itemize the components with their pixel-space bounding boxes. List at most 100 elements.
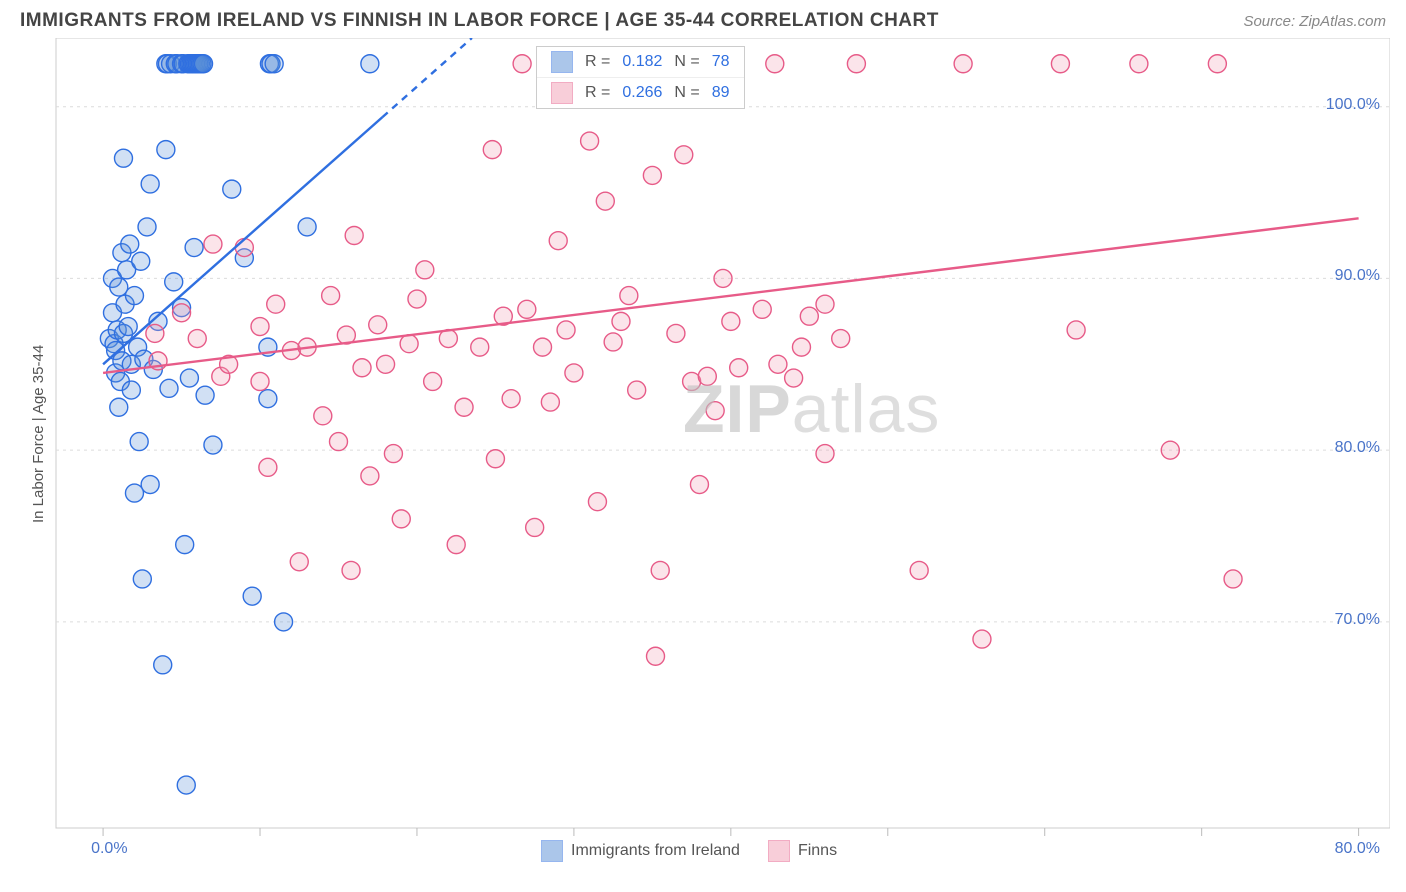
data-point-finns: [698, 367, 716, 385]
data-point-finns: [541, 393, 559, 411]
y-tick-label: 70.0%: [1335, 611, 1380, 629]
source-label: Source: ZipAtlas.com: [1243, 13, 1386, 30]
data-point-finns: [667, 324, 685, 342]
data-point-finns: [534, 338, 552, 356]
r-value: 0.182: [622, 53, 662, 71]
data-point-ireland: [110, 398, 128, 416]
correlation-scatter-chart: 70.0%80.0%90.0%100.0%0.0%80.0%In Labor F…: [16, 38, 1390, 868]
legend-row-finns: R =0.266N =89: [537, 78, 744, 108]
series-legend-item-ireland: Immigrants from Ireland: [541, 840, 740, 862]
data-point-finns: [612, 312, 630, 330]
n-label: N =: [674, 53, 699, 71]
data-point-finns: [1224, 570, 1242, 588]
data-point-finns: [518, 300, 536, 318]
data-point-finns: [565, 364, 583, 382]
y-tick-label: 80.0%: [1335, 439, 1380, 457]
data-point-finns: [1161, 441, 1179, 459]
data-point-finns: [173, 304, 191, 322]
r-label: R =: [585, 53, 610, 71]
data-point-finns: [816, 445, 834, 463]
data-point-finns: [549, 232, 567, 250]
data-point-finns: [400, 335, 418, 353]
data-point-finns: [235, 239, 253, 257]
data-point-ireland: [121, 235, 139, 253]
data-point-finns: [596, 192, 614, 210]
n-label: N =: [674, 84, 699, 102]
data-point-finns: [377, 355, 395, 373]
data-point-finns: [322, 287, 340, 305]
data-point-ireland: [195, 55, 213, 73]
data-point-finns: [1067, 321, 1085, 339]
data-point-ireland: [132, 252, 150, 270]
data-point-ireland: [176, 536, 194, 554]
data-point-finns: [251, 372, 269, 390]
data-point-finns: [730, 359, 748, 377]
data-point-finns: [800, 307, 818, 325]
data-point-ireland: [157, 141, 175, 159]
data-point-ireland: [180, 369, 198, 387]
legend-swatch: [551, 51, 573, 73]
data-point-finns: [769, 355, 787, 373]
data-point-ireland: [265, 55, 283, 73]
data-point-finns: [361, 467, 379, 485]
data-point-finns: [675, 146, 693, 164]
data-point-finns: [1208, 55, 1226, 73]
series-label: Immigrants from Ireland: [571, 842, 740, 860]
data-point-finns: [424, 372, 442, 390]
data-point-ireland: [160, 379, 178, 397]
data-point-finns: [816, 295, 834, 313]
data-point-finns: [408, 290, 426, 308]
data-point-finns: [792, 338, 810, 356]
data-point-ireland: [259, 390, 277, 408]
data-point-finns: [392, 510, 410, 528]
data-point-finns: [954, 55, 972, 73]
data-point-ireland: [185, 239, 203, 257]
data-point-finns: [513, 55, 531, 73]
data-point-ireland: [138, 218, 156, 236]
data-point-finns: [526, 518, 544, 536]
data-point-finns: [753, 300, 771, 318]
data-point-finns: [204, 235, 222, 253]
legend-swatch: [768, 840, 790, 862]
r-value: 0.266: [622, 84, 662, 102]
data-point-finns: [910, 561, 928, 579]
data-point-finns: [604, 333, 622, 351]
data-point-ireland: [361, 55, 379, 73]
data-point-finns: [251, 318, 269, 336]
data-point-finns: [706, 402, 724, 420]
data-point-finns: [651, 561, 669, 579]
data-point-finns: [766, 55, 784, 73]
data-point-finns: [345, 227, 363, 245]
data-point-ireland: [196, 386, 214, 404]
data-point-ireland: [177, 776, 195, 794]
n-value: 78: [712, 53, 730, 71]
data-point-finns: [1130, 55, 1148, 73]
chart-title: IMMIGRANTS FROM IRELAND VS FINNISH IN LA…: [20, 10, 939, 32]
data-point-finns: [290, 553, 308, 571]
data-point-ireland: [223, 180, 241, 198]
data-point-finns: [643, 166, 661, 184]
n-value: 89: [712, 84, 730, 102]
data-point-ireland: [204, 436, 222, 454]
data-point-finns: [447, 536, 465, 554]
data-point-finns: [267, 295, 285, 313]
data-point-ireland: [133, 570, 151, 588]
correlation-legend: R = 0.182 N = 78R = 0.266 N = 89: [536, 46, 745, 109]
x-tick-label: 80.0%: [1335, 840, 1380, 858]
data-point-finns: [690, 476, 708, 494]
series-legend: Immigrants from IrelandFinns: [541, 840, 837, 862]
data-point-finns: [455, 398, 473, 416]
data-point-finns: [329, 433, 347, 451]
data-point-ireland: [122, 381, 140, 399]
data-point-ireland: [130, 433, 148, 451]
data-point-finns: [628, 381, 646, 399]
data-point-finns: [722, 312, 740, 330]
data-point-finns: [1051, 55, 1069, 73]
data-point-finns: [714, 269, 732, 287]
legend-row-ireland: R = 0.182 N = 78: [537, 47, 744, 78]
data-point-finns: [483, 141, 501, 159]
data-point-finns: [973, 630, 991, 648]
data-point-ireland: [154, 656, 172, 674]
data-point-ireland: [243, 587, 261, 605]
data-point-finns: [416, 261, 434, 279]
